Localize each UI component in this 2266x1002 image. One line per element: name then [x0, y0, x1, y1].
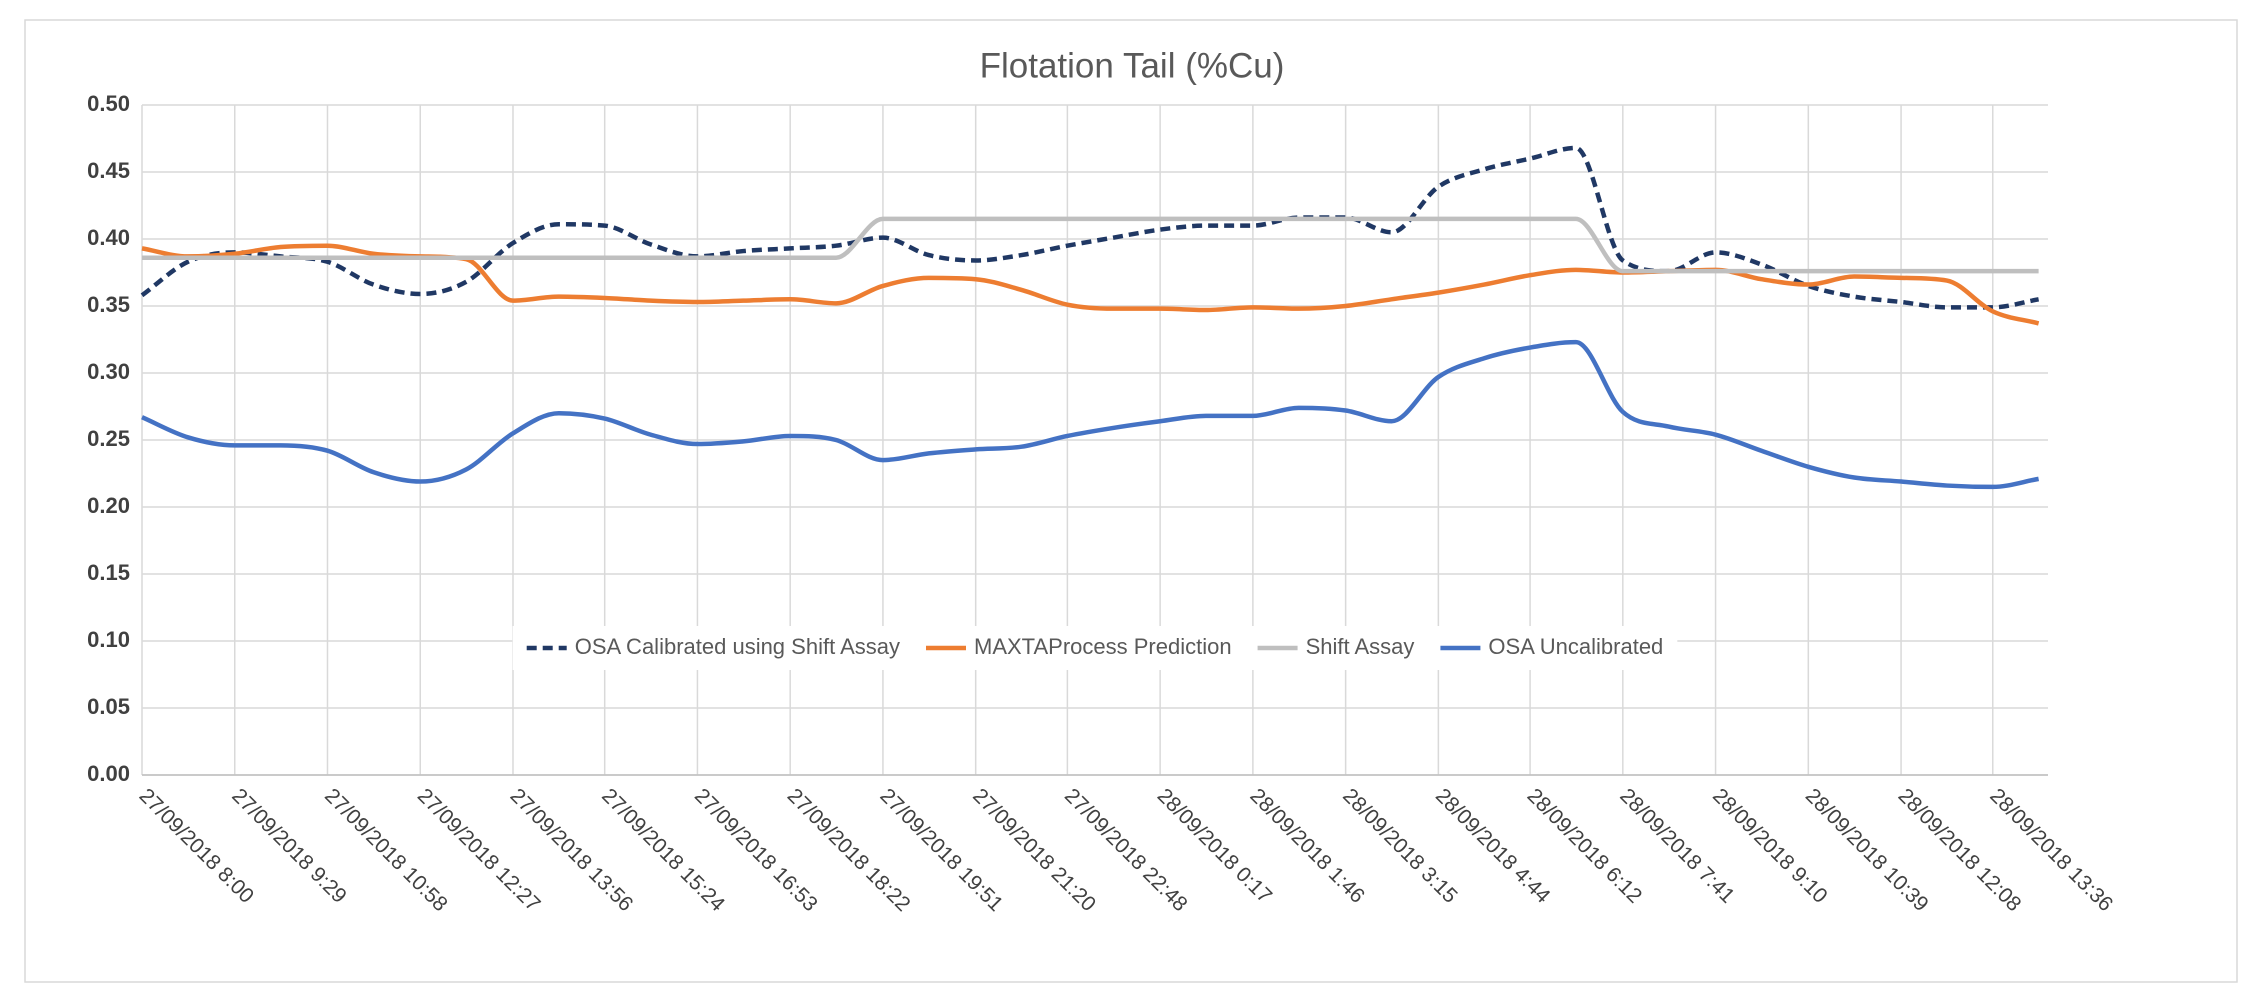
- legend-label: OSA Uncalibrated: [1488, 634, 1663, 659]
- legend: OSA Calibrated using Shift Assay MAXTAPro…: [512, 626, 1678, 670]
- legend-label: Shift Assay: [1306, 634, 1415, 659]
- legend-item: OSA Uncalibrated: [1440, 634, 1663, 659]
- y-tick-label: 0.00: [87, 761, 130, 786]
- y-tick-label: 0.15: [87, 560, 130, 585]
- legend-background: [512, 626, 1678, 670]
- chart-title: Flotation Tail (%Cu): [980, 46, 1285, 85]
- y-tick-label: 0.45: [87, 158, 130, 183]
- series-line: [140, 145, 2040, 310]
- series-line: [141, 216, 2039, 274]
- chart-frame: [24, 19, 2238, 983]
- y-tick-label: 0.25: [87, 426, 130, 451]
- y-tick-label: 0.50: [87, 91, 130, 116]
- y-tick-label: 0.10: [87, 627, 130, 652]
- legend-label: OSA Calibrated using Shift Assay: [575, 634, 900, 659]
- legend-label: MAXTAProcess Prediction: [974, 634, 1232, 659]
- y-tick-label: 0.30: [87, 359, 130, 384]
- legend-item: Shift Assay: [1257, 634, 1415, 659]
- y-tick-label: 0.05: [87, 694, 130, 719]
- series-line: [141, 339, 2040, 490]
- y-tick-label: 0.20: [87, 493, 130, 518]
- legend-item: MAXTAProcess Prediction: [926, 634, 1232, 659]
- y-tick-label: 0.40: [87, 225, 130, 250]
- y-tick-label: 0.35: [87, 292, 130, 317]
- legend-item: OSA Calibrated using Shift Assay: [526, 634, 900, 659]
